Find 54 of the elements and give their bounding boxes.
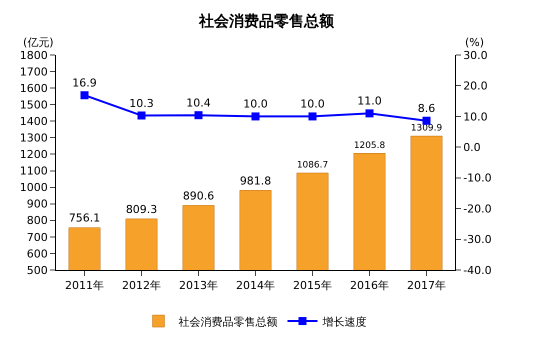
data-label: 1309.9 (410, 124, 442, 134)
data-label: 10.4 (186, 96, 211, 110)
data-label: 890.6 (182, 189, 214, 202)
chart-title: 社会消费品零售总额 (198, 12, 335, 30)
data-label: 981.8 (240, 174, 272, 188)
y-tick-label: 1800 (20, 48, 48, 62)
x-tick-label: 2014年 (236, 279, 275, 292)
y2-axis-title: (%) (465, 36, 484, 49)
y2-tick-label: 30.0 (463, 48, 488, 62)
point (194, 111, 202, 120)
y-tick-label: 1100 (20, 164, 48, 178)
y-tick-label: 1200 (20, 148, 48, 162)
y-tick-label: 1000 (20, 181, 48, 194)
y-tick-label: 1300 (20, 132, 48, 145)
data-label: 10.0 (300, 98, 325, 111)
x-tick-label: 2017年 (407, 279, 446, 292)
y-tick-label: 800 (26, 214, 48, 228)
y-axis-title: (亿元) (23, 36, 54, 49)
data-label: 756.1 (68, 212, 100, 225)
y-tick-label: 600 (26, 247, 48, 260)
data-label: 809.3 (126, 202, 158, 216)
point (80, 91, 88, 100)
data-label: 16.9 (72, 76, 97, 90)
y-tick-label: 1700 (20, 65, 48, 78)
y2-tick-label: 10.0 (463, 110, 488, 124)
data-label: 11.0 (357, 94, 382, 108)
y2-tick-label: -20.0 (463, 202, 492, 216)
y-tick-label: 1600 (20, 82, 48, 95)
y-tick-label: 1500 (20, 98, 48, 112)
y-tick-label: 900 (26, 198, 48, 211)
y-tick-label: 500 (26, 264, 48, 277)
y2-tick-label: -10.0 (463, 172, 492, 185)
point (308, 112, 316, 120)
data-label: 8.6 (418, 102, 436, 115)
data-label: 10.0 (243, 98, 268, 111)
legend-label: 社会消费品零售总额 (178, 315, 278, 328)
x-tick-label: 2012年 (122, 279, 161, 292)
y-tick-label: 700 (26, 230, 48, 244)
y-tick-label: 1400 (20, 115, 48, 128)
y2-tick-label: -40.0 (463, 264, 492, 277)
point (138, 112, 146, 120)
y2-tick-label: -30.0 (463, 233, 492, 246)
x-tick-label: 2015年 (293, 279, 332, 292)
x-tick-label: 2016年 (350, 279, 389, 292)
x-tick-label: 2013年 (179, 279, 218, 292)
legend-label: 增长速度 (322, 315, 366, 328)
y2-tick-label: 20.0 (463, 80, 488, 93)
data-label: 1086.7 (296, 160, 328, 171)
point (366, 109, 374, 118)
data-label: 1205.8 (354, 140, 386, 151)
data-label: 10.3 (129, 96, 154, 110)
y2-tick-label: 0.0 (463, 140, 481, 154)
point (252, 112, 260, 120)
x-tick-label: 2011年 (65, 279, 104, 292)
